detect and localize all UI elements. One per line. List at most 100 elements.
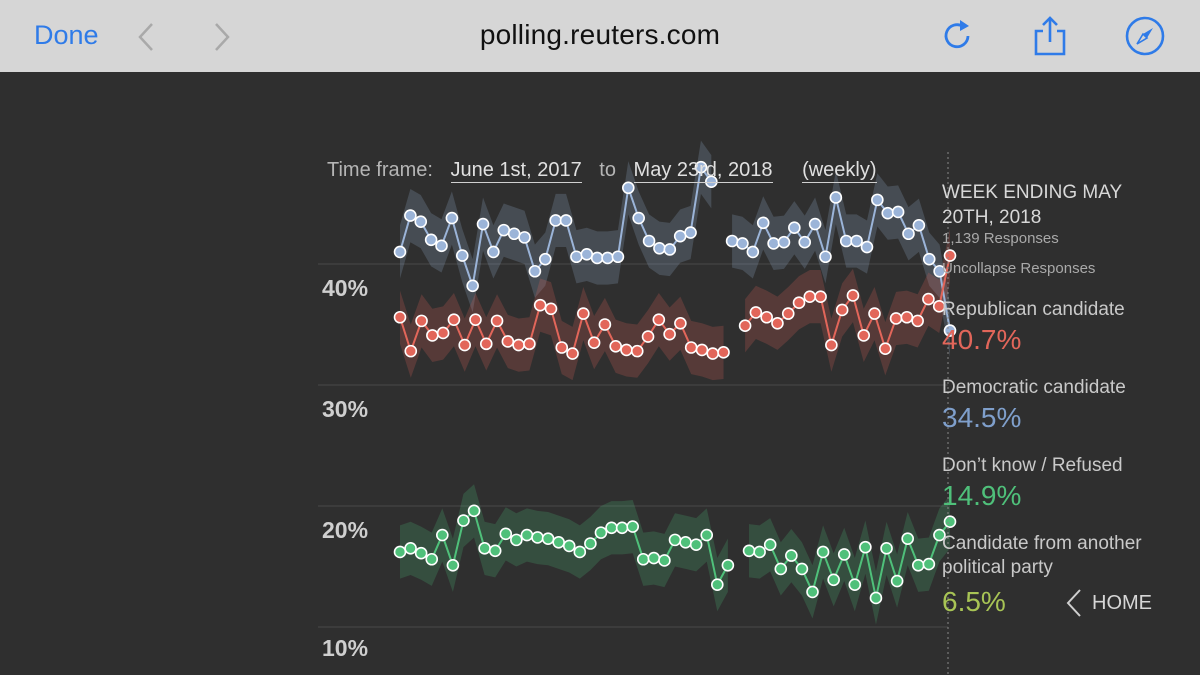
data-point[interactable] xyxy=(538,252,552,266)
data-point[interactable] xyxy=(590,251,604,265)
data-point[interactable] xyxy=(598,318,612,331)
data-point[interactable] xyxy=(814,290,827,303)
timeframe-interval-link[interactable]: (weekly) xyxy=(802,159,877,183)
data-point[interactable] xyxy=(890,574,904,588)
data-point[interactable] xyxy=(774,562,788,576)
data-point[interactable] xyxy=(933,528,946,542)
data-point[interactable] xyxy=(404,209,417,222)
data-point[interactable] xyxy=(763,538,777,552)
data-point[interactable] xyxy=(393,245,407,259)
data-point[interactable] xyxy=(544,302,558,316)
data-point[interactable] xyxy=(725,234,739,248)
share-icon[interactable] xyxy=(1028,14,1072,58)
data-point[interactable] xyxy=(507,227,521,241)
timeframe-end-link[interactable]: May 23rd, 2018 xyxy=(633,159,773,183)
data-point[interactable] xyxy=(859,540,872,554)
data-point[interactable] xyxy=(684,226,697,239)
data-point[interactable] xyxy=(487,245,500,259)
data-point[interactable] xyxy=(771,316,784,330)
data-point[interactable] xyxy=(705,175,718,189)
data-point[interactable] xyxy=(469,313,482,326)
data-point[interactable] xyxy=(601,251,614,265)
data-point[interactable] xyxy=(490,314,504,328)
data-point[interactable] xyxy=(393,310,407,324)
data-point[interactable] xyxy=(436,326,450,340)
data-point[interactable] xyxy=(753,545,766,559)
data-point[interactable] xyxy=(426,329,439,342)
data-point[interactable] xyxy=(497,223,511,237)
data-point[interactable] xyxy=(518,231,531,244)
home-link[interactable]: HOME xyxy=(1066,588,1152,618)
data-point[interactable] xyxy=(922,292,935,306)
data-point[interactable] xyxy=(611,250,625,264)
data-point[interactable] xyxy=(445,211,459,225)
data-point[interactable] xyxy=(435,239,448,253)
data-point[interactable] xyxy=(393,545,407,559)
data-point[interactable] xyxy=(425,552,439,566)
data-point[interactable] xyxy=(825,338,838,352)
data-point[interactable] xyxy=(455,249,469,262)
data-point[interactable] xyxy=(694,160,708,174)
data-point[interactable] xyxy=(943,249,957,262)
data-point[interactable] xyxy=(932,300,946,313)
data-point[interactable] xyxy=(803,290,817,303)
uncollapse-responses-link[interactable]: Uncollapse Responses xyxy=(942,260,1096,277)
data-point[interactable] xyxy=(700,528,714,542)
data-point[interactable] xyxy=(584,537,597,550)
data-point[interactable] xyxy=(808,217,822,231)
data-point[interactable] xyxy=(555,341,569,354)
data-point[interactable] xyxy=(552,535,565,549)
data-point[interactable] xyxy=(594,526,608,539)
done-button[interactable]: Done xyxy=(34,20,99,50)
data-point[interactable] xyxy=(684,341,698,354)
data-point[interactable] xyxy=(781,307,795,320)
data-point[interactable] xyxy=(911,558,925,572)
data-point[interactable] xyxy=(605,521,618,535)
data-point[interactable] xyxy=(746,245,760,259)
data-point[interactable] xyxy=(911,314,924,328)
data-point[interactable] xyxy=(695,343,709,357)
data-point[interactable] xyxy=(749,306,763,319)
data-point[interactable] xyxy=(641,330,655,343)
data-point[interactable] xyxy=(901,532,914,545)
data-point[interactable] xyxy=(609,339,622,353)
data-point[interactable] xyxy=(653,241,666,255)
data-point[interactable] xyxy=(795,562,809,576)
data-point[interactable] xyxy=(857,329,871,342)
data-point[interactable] xyxy=(760,310,773,324)
data-point[interactable] xyxy=(889,312,903,325)
data-point[interactable] xyxy=(559,214,573,227)
data-point[interactable] xyxy=(798,235,812,249)
data-point[interactable] xyxy=(466,279,479,293)
data-point[interactable] xyxy=(533,298,547,312)
data-point[interactable] xyxy=(785,549,798,562)
data-point[interactable] xyxy=(871,193,884,207)
data-point[interactable] xyxy=(736,237,749,250)
data-point[interactable] xyxy=(577,307,590,320)
data-point[interactable] xyxy=(528,264,542,278)
data-point[interactable] xyxy=(839,234,853,248)
data-point[interactable] xyxy=(663,243,677,256)
data-point[interactable] xyxy=(721,558,735,572)
data-point[interactable] xyxy=(570,250,583,264)
data-point[interactable] xyxy=(622,181,635,195)
data-point[interactable] xyxy=(404,344,418,358)
data-point[interactable] xyxy=(922,557,936,571)
data-point[interactable] xyxy=(523,337,536,351)
data-point[interactable] xyxy=(881,206,895,220)
data-point[interactable] xyxy=(767,237,780,250)
data-point[interactable] xyxy=(829,191,843,204)
data-point[interactable] xyxy=(943,324,957,337)
data-point[interactable] xyxy=(922,252,936,266)
data-point[interactable] xyxy=(562,539,576,553)
data-point[interactable] xyxy=(467,504,481,518)
timeframe-start-link[interactable]: June 1st, 2017 xyxy=(450,159,582,183)
url-address[interactable]: polling.reuters.com xyxy=(479,19,721,50)
data-point[interactable] xyxy=(642,234,656,248)
data-point[interactable] xyxy=(632,211,645,225)
data-point[interactable] xyxy=(446,558,460,572)
compass-icon[interactable] xyxy=(1123,14,1167,58)
data-point[interactable] xyxy=(788,221,801,234)
data-point[interactable] xyxy=(943,515,957,529)
data-point[interactable] xyxy=(566,347,579,360)
